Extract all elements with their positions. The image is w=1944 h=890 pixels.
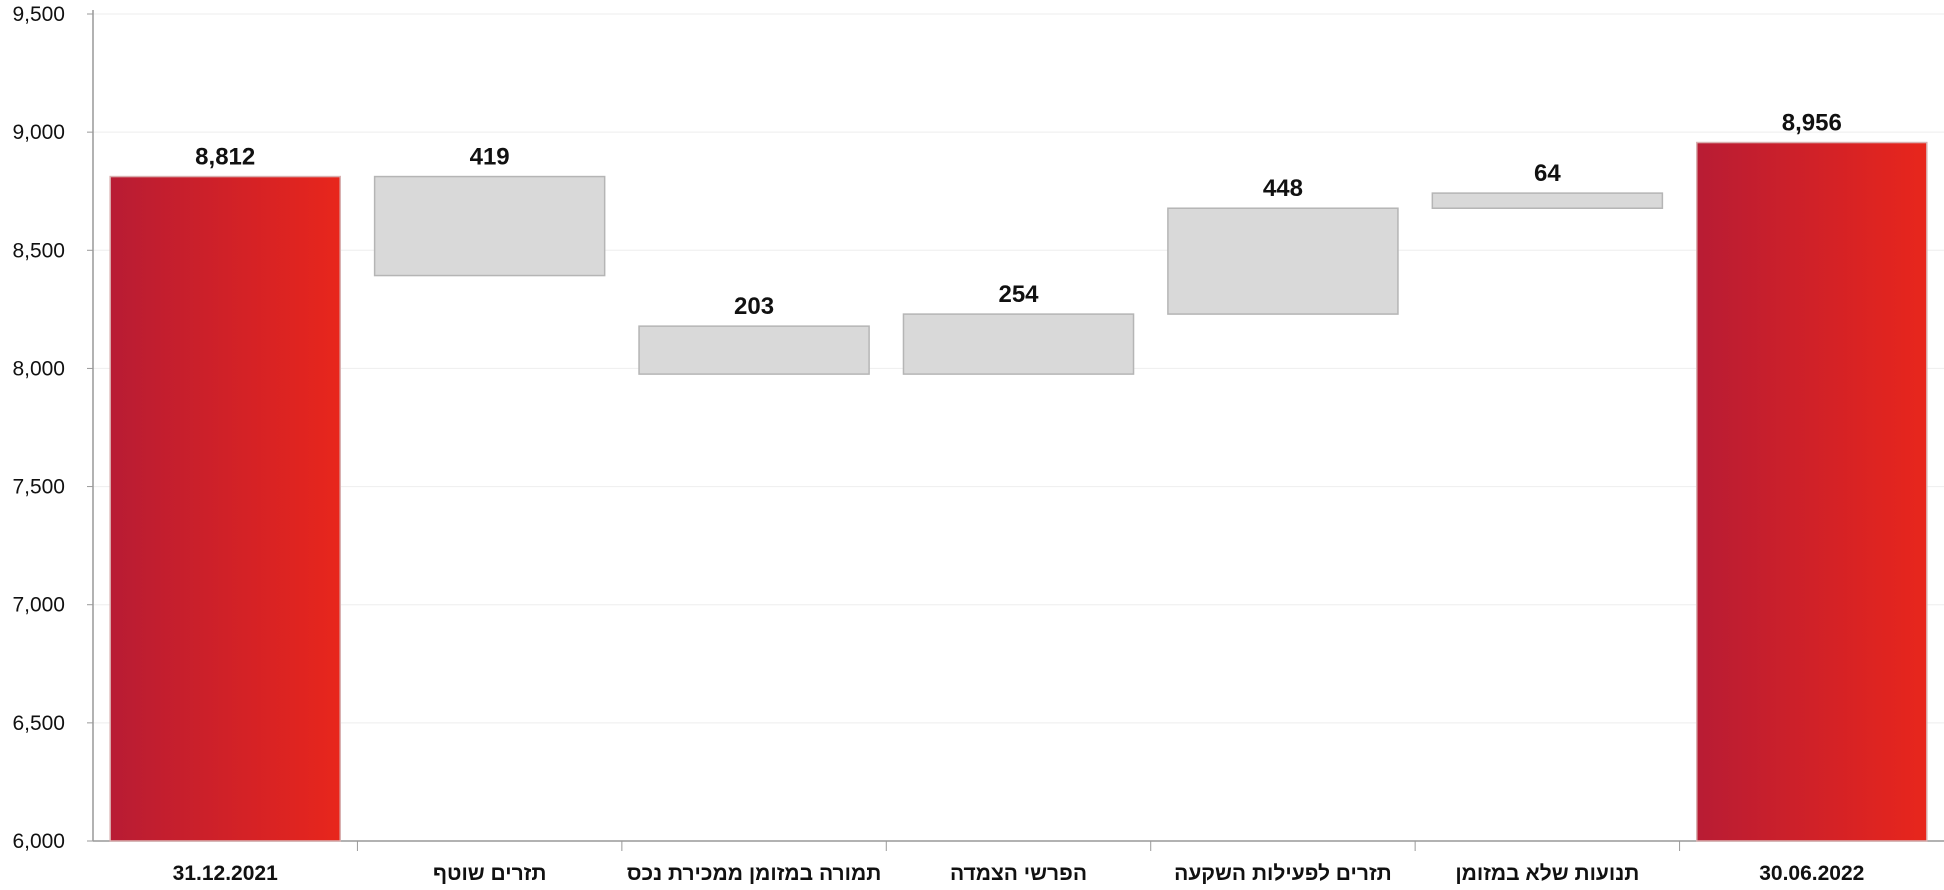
y-tick-label: 6,500	[12, 712, 65, 735]
labels: 8,812 31.12.2021 419 תזרים שוטף 203 תמורה במז…	[173, 110, 1865, 885]
step-bar	[902, 313, 1135, 375]
step-bar	[638, 325, 870, 375]
data-label: 203	[734, 293, 774, 320]
y-tick-label: 9,500	[12, 3, 65, 26]
data-label: 254	[998, 281, 1039, 308]
x-tick-label: 30.06.2022	[1759, 862, 1864, 885]
y-tick-label: 6,000	[12, 830, 65, 853]
x-tick-label: תזרים לפעילות השקעה	[1174, 862, 1392, 885]
data-label: 419	[470, 144, 510, 171]
x-tick-label: הפרשי הצמדה	[950, 862, 1087, 885]
x-tick-label: תנועות שלא במזומן	[1455, 862, 1639, 885]
x-tick-label: תזרים שוטף	[433, 862, 547, 885]
y-tick-label: 7,500	[12, 476, 65, 499]
y-tick-label: 8,000	[12, 357, 65, 380]
x-tick-label: 31.12.2021	[173, 862, 278, 885]
bars	[109, 141, 1928, 842]
step-bar	[1431, 192, 1664, 209]
data-label: 8,812	[195, 144, 255, 171]
total-bar	[1696, 141, 1928, 842]
y-tick-label: 9,000	[12, 121, 65, 144]
total-bar	[109, 175, 341, 842]
step-bar	[1167, 207, 1399, 315]
axes: 6,000 6,500 7,000 7,500 8,000 8,500 9,000 9,500	[12, 3, 1944, 853]
data-label: 448	[1263, 175, 1303, 202]
data-label: 8,956	[1782, 110, 1842, 137]
x-tick-label: תמורה במזומן ממכירת נכס	[627, 862, 881, 885]
y-tick-label: 8,500	[12, 239, 65, 262]
data-label: 64	[1534, 160, 1561, 187]
y-tick-label: 7,000	[12, 594, 65, 617]
step-bar	[373, 175, 606, 277]
